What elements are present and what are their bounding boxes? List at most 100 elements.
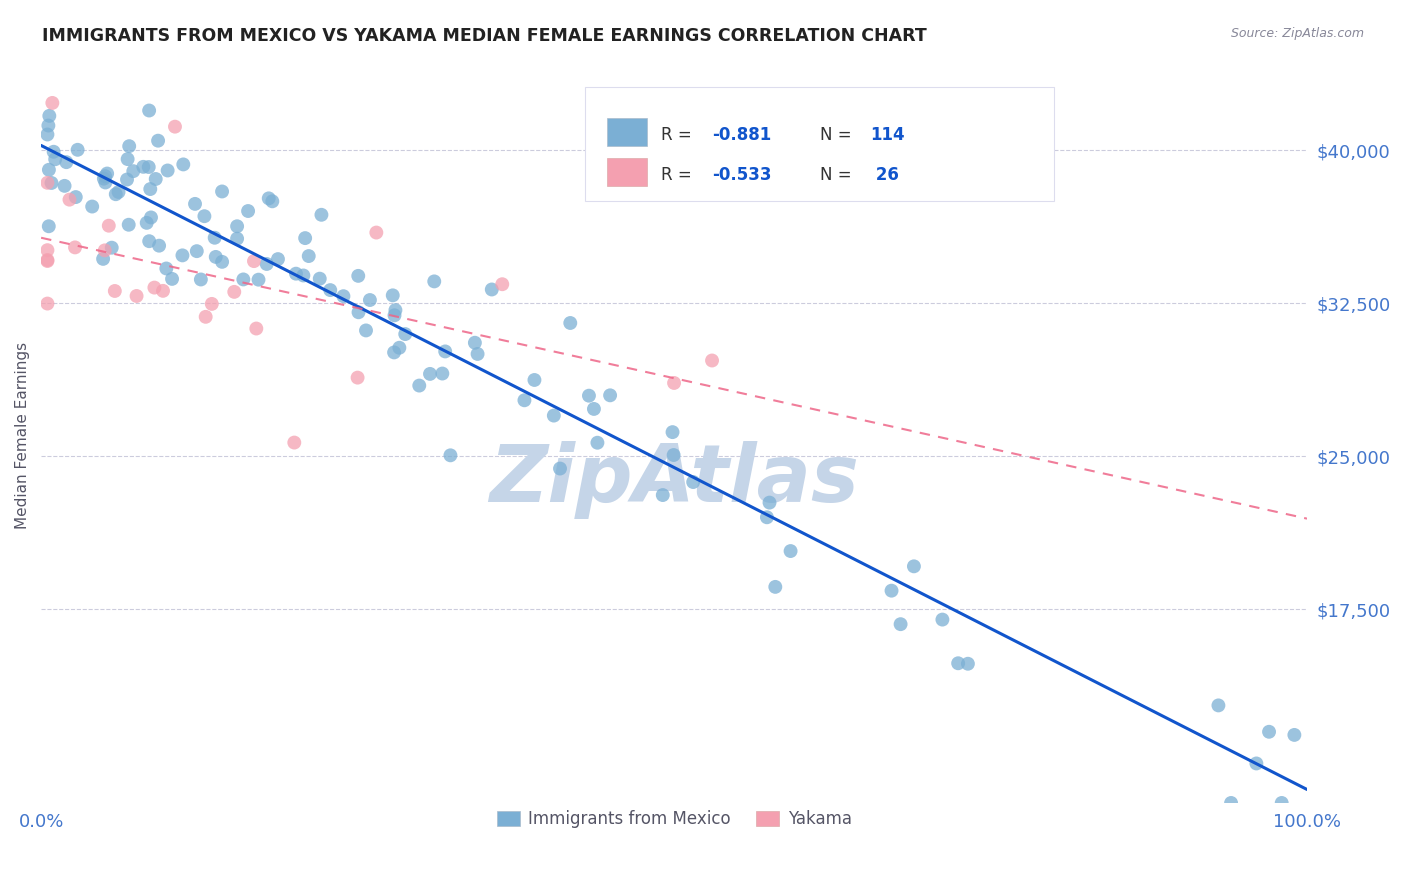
- Point: [262, 194, 284, 209]
- Point: [63, 240, 86, 254]
- Point: [779, 544, 801, 558]
- Point: [432, 367, 454, 381]
- Point: [172, 248, 194, 262]
- Point: [145, 172, 167, 186]
- Point: [384, 308, 406, 322]
- Point: [319, 283, 342, 297]
- Text: N =: N =: [820, 166, 856, 184]
- Point: [42, 145, 65, 159]
- Point: [152, 284, 174, 298]
- Point: [201, 297, 224, 311]
- Text: ZipAtlas: ZipAtlas: [489, 441, 859, 519]
- Point: [1258, 724, 1281, 739]
- FancyBboxPatch shape: [607, 118, 648, 145]
- Point: [160, 272, 183, 286]
- Point: [408, 378, 430, 392]
- Text: -0.881: -0.881: [711, 126, 772, 144]
- Point: [82, 200, 104, 214]
- Point: [104, 284, 127, 298]
- Point: [194, 310, 217, 324]
- Point: [755, 510, 778, 524]
- Point: [66, 143, 89, 157]
- Point: [155, 261, 177, 276]
- Point: [211, 255, 233, 269]
- Text: N =: N =: [820, 126, 856, 144]
- Point: [139, 211, 162, 225]
- Text: 26: 26: [870, 166, 900, 184]
- Point: [55, 155, 77, 169]
- Point: [94, 176, 117, 190]
- Point: [354, 323, 377, 337]
- Point: [53, 178, 76, 193]
- Point: [100, 241, 122, 255]
- Point: [560, 316, 582, 330]
- Point: [763, 580, 786, 594]
- Point: [423, 274, 446, 288]
- Point: [38, 162, 60, 177]
- Point: [890, 617, 912, 632]
- Point: [163, 120, 186, 134]
- Point: [578, 389, 600, 403]
- Point: [204, 231, 226, 245]
- Point: [346, 370, 368, 384]
- Point: [582, 401, 605, 416]
- Point: [41, 176, 63, 190]
- Point: [394, 327, 416, 342]
- Point: [37, 243, 59, 257]
- Point: [956, 657, 979, 671]
- Point: [381, 288, 404, 302]
- Point: [247, 273, 270, 287]
- Point: [94, 169, 117, 184]
- Point: [93, 171, 115, 186]
- Y-axis label: Median Female Earnings: Median Female Earnings: [15, 343, 30, 529]
- Point: [138, 103, 160, 118]
- Point: [204, 250, 226, 264]
- Point: [523, 373, 546, 387]
- Point: [419, 367, 441, 381]
- Point: [184, 197, 207, 211]
- Point: [122, 164, 145, 178]
- Legend: Immigrants from Mexico, Yakama: Immigrants from Mexico, Yakama: [489, 804, 858, 835]
- Point: [97, 219, 120, 233]
- Point: [434, 344, 457, 359]
- Point: [41, 95, 63, 110]
- Text: R =: R =: [661, 126, 697, 144]
- Point: [662, 376, 685, 390]
- Point: [491, 277, 513, 292]
- Point: [125, 289, 148, 303]
- Point: [946, 657, 969, 671]
- Point: [384, 303, 406, 318]
- Text: 114: 114: [870, 126, 905, 144]
- Point: [388, 341, 411, 355]
- Point: [298, 249, 321, 263]
- Point: [257, 191, 280, 205]
- Point: [543, 409, 565, 423]
- Text: -0.533: -0.533: [711, 166, 772, 184]
- Point: [599, 388, 621, 402]
- Point: [139, 182, 162, 196]
- Point: [132, 160, 155, 174]
- Point: [115, 172, 138, 186]
- Point: [138, 160, 160, 174]
- Point: [366, 226, 388, 240]
- Point: [245, 321, 267, 335]
- Point: [700, 353, 723, 368]
- Point: [513, 393, 536, 408]
- Point: [294, 231, 316, 245]
- Point: [332, 289, 354, 303]
- Point: [1246, 756, 1268, 771]
- Point: [236, 204, 259, 219]
- Point: [931, 613, 953, 627]
- Point: [118, 139, 141, 153]
- Point: [224, 285, 246, 299]
- Point: [292, 268, 315, 283]
- Point: [758, 495, 780, 509]
- Point: [308, 271, 330, 285]
- Point: [311, 208, 333, 222]
- Point: [38, 219, 60, 234]
- Point: [1284, 728, 1306, 742]
- Point: [651, 488, 673, 502]
- Point: [439, 448, 461, 462]
- Point: [172, 157, 194, 171]
- Point: [94, 244, 117, 258]
